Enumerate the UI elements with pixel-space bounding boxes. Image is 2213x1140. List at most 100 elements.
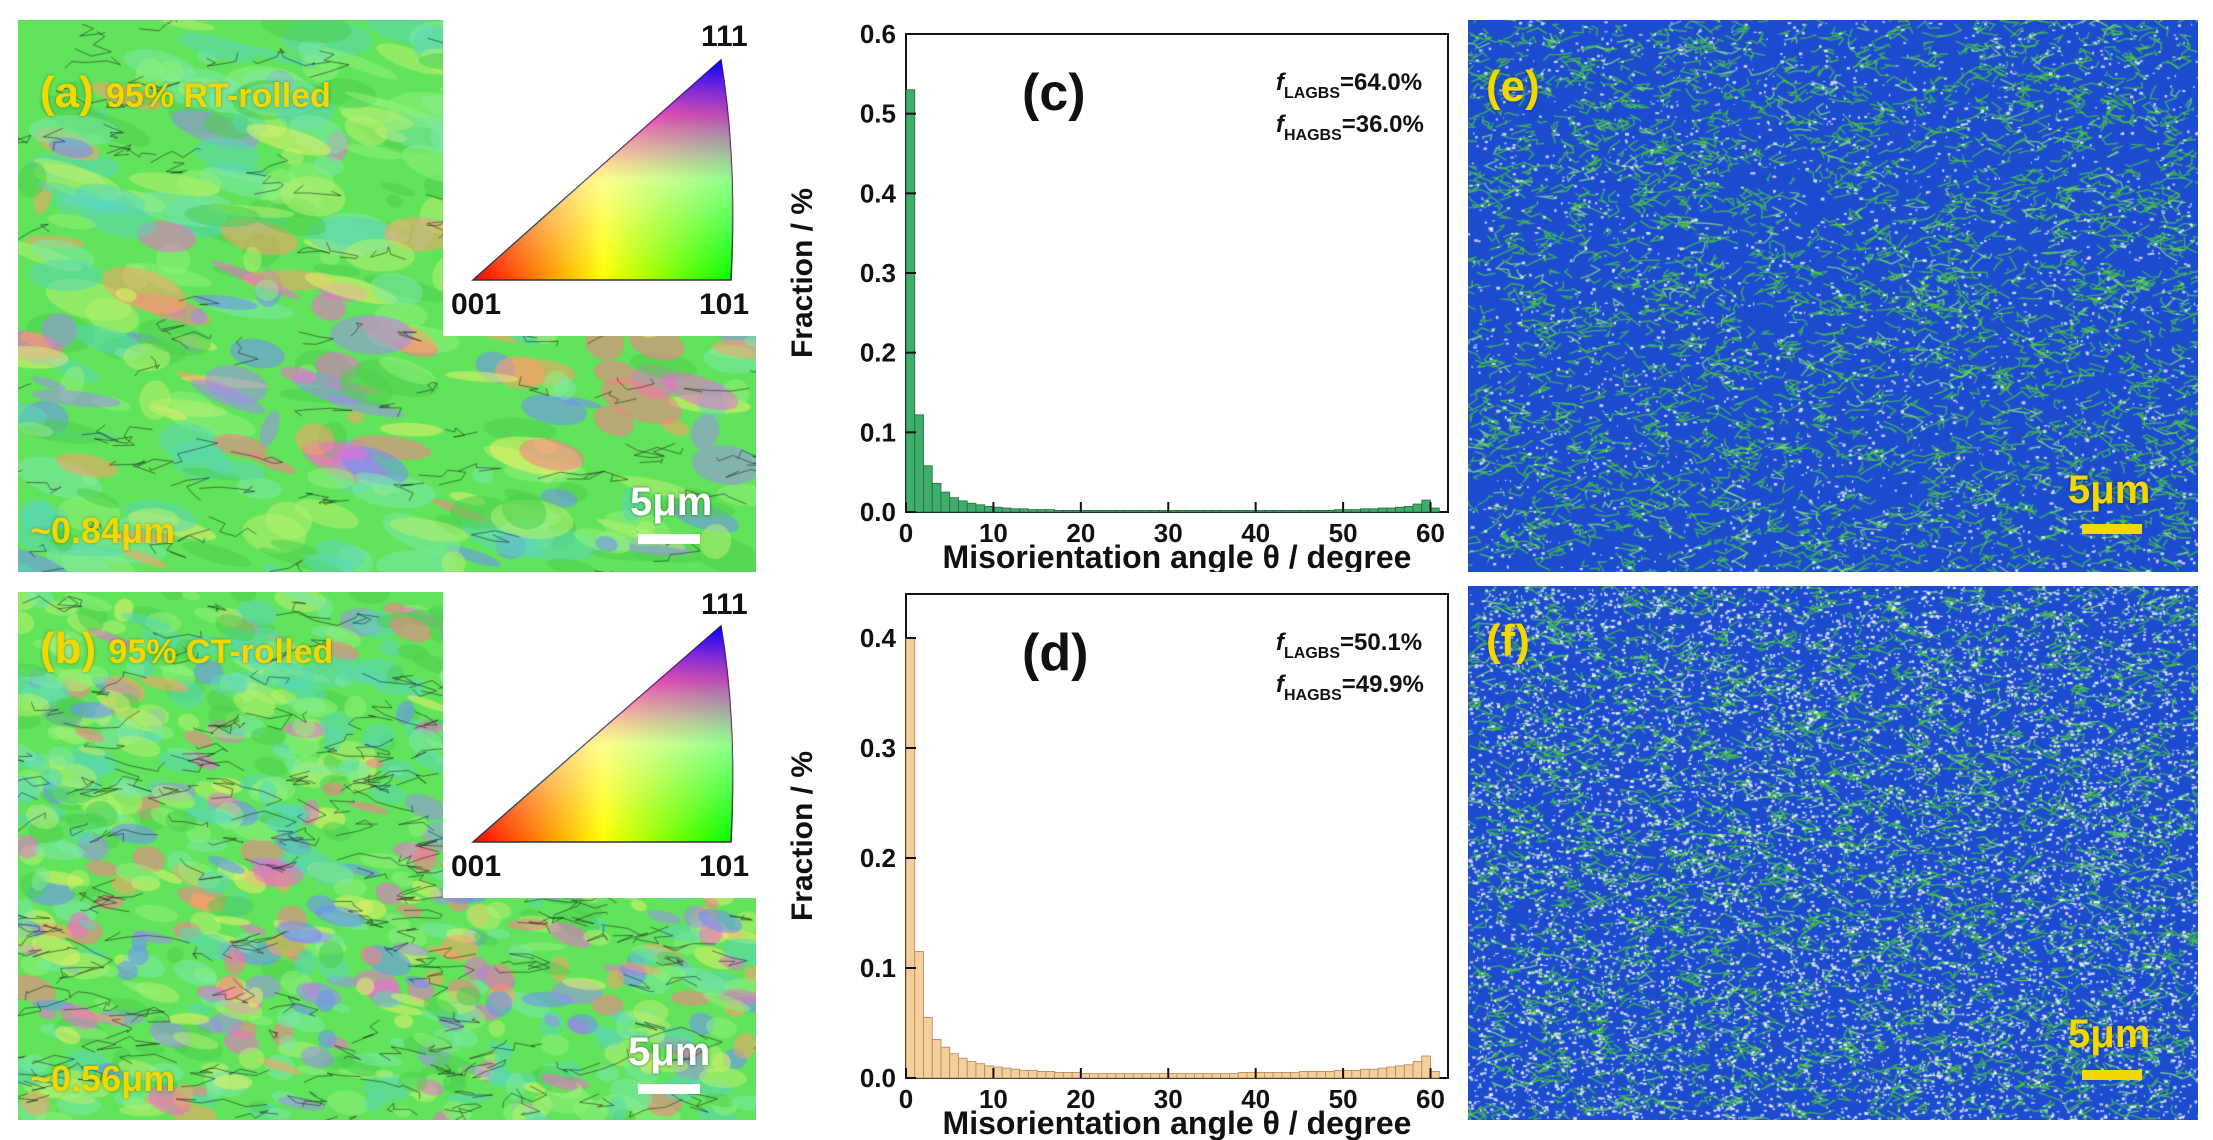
chart-c-ytick-label: 0.4 bbox=[860, 178, 897, 208]
ipf-label-111: 111 bbox=[701, 592, 748, 621]
chart-c-xlabel: Misorientation angle θ / degree bbox=[943, 539, 1412, 572]
chart-c-bar bbox=[1132, 510, 1143, 513]
chart-c-ytick-label: 0.5 bbox=[860, 99, 896, 129]
ipf-label-001: 001 bbox=[451, 288, 502, 321]
chart-d-bar bbox=[949, 1053, 959, 1079]
panel-a-condition: 95% RT-rolled bbox=[106, 77, 331, 115]
chart-c-ytick-label: 0.0 bbox=[860, 497, 896, 527]
panel-a-grain-size: ~0.84μm bbox=[30, 510, 176, 551]
chart-d-bar bbox=[1141, 1073, 1152, 1079]
chart-d-xtick-label: 30 bbox=[1154, 1084, 1183, 1114]
chart-d-bar bbox=[931, 1039, 942, 1079]
chart-c-bar bbox=[1159, 510, 1169, 513]
chart-c-bar bbox=[1298, 510, 1309, 513]
chart-c-ytick-label: 0.3 bbox=[860, 258, 896, 288]
chart-d-xtick-label: 60 bbox=[1416, 1084, 1445, 1114]
chart-d-bar bbox=[1167, 1073, 1178, 1079]
chart-c-bar bbox=[1027, 509, 1038, 513]
chart-d-bar bbox=[1237, 1072, 1248, 1079]
chart-c-bar bbox=[975, 504, 986, 513]
chart-c-bar bbox=[949, 497, 959, 513]
chart-c-bar bbox=[1202, 510, 1213, 513]
chart-d-bar bbox=[1264, 1072, 1274, 1079]
chart-d-annotation-lagbs: fLAGBS=50.1% bbox=[1276, 629, 1422, 662]
chart-d-bar bbox=[1430, 1070, 1440, 1079]
chart-d-bar bbox=[1062, 1072, 1073, 1079]
chart-c-bar bbox=[1421, 499, 1431, 513]
chart-c-bar bbox=[966, 502, 977, 513]
chart-d-bar bbox=[1071, 1072, 1082, 1079]
ipf-triangle-overlay-b bbox=[473, 626, 733, 842]
ipf-triangle-legend-a bbox=[471, 58, 734, 281]
chart-c-bar bbox=[1368, 508, 1379, 513]
panel-f-label: (f) bbox=[1486, 616, 1530, 665]
chart-c-bar bbox=[1115, 510, 1125, 513]
chart-d-bar bbox=[1202, 1073, 1213, 1079]
chart-c-ytick-label: 0.6 bbox=[860, 20, 896, 49]
chart-d-ytick-label: 0.4 bbox=[860, 623, 897, 653]
chart-c-bar bbox=[940, 491, 951, 513]
chart-c-bar bbox=[1062, 510, 1073, 513]
ipf-label-101: 101 bbox=[699, 850, 750, 883]
chart-d-bar bbox=[993, 1066, 1003, 1079]
kam-map-texture-e bbox=[1468, 20, 2198, 572]
chart-d-bar bbox=[1097, 1073, 1108, 1079]
chart-c-bar bbox=[1316, 510, 1327, 513]
chart-c-bar bbox=[1281, 510, 1292, 513]
chart-c-bar bbox=[958, 500, 968, 513]
panel-e-scale-bar-label: 5μm bbox=[2068, 468, 2151, 512]
ipf-label-001: 001 bbox=[451, 850, 502, 883]
ipf-legend-box-a: 111 001 101 bbox=[443, 20, 756, 336]
chart-c-annotation-lagbs: fLAGBS=64.0% bbox=[1276, 69, 1422, 102]
panel-a-ebsd-map: 111 001 101 (a) 95% RT-rolled ~0.84μm 5μ… bbox=[18, 20, 756, 572]
chart-c-misorientation-histogram: 0.00.10.20.30.40.50.6 0 10 20 30 40 50 60 (c) … bbox=[786, 20, 1449, 572]
chart-c-ylabel: Fraction / % bbox=[786, 188, 819, 358]
chart-d-bar bbox=[1010, 1068, 1021, 1079]
chart-d-bar bbox=[1185, 1073, 1195, 1079]
chart-c-plot-frame bbox=[905, 33, 1449, 513]
chart-c-xtick-label: 0 bbox=[899, 518, 913, 548]
panel-b-label: (b) bbox=[40, 624, 97, 673]
chart-c-bar bbox=[1307, 510, 1318, 513]
chart-d-bar bbox=[1360, 1068, 1370, 1079]
chart-c-bar bbox=[1194, 510, 1204, 513]
chart-d-bar bbox=[1001, 1067, 1012, 1079]
panel-e-label: (e) bbox=[1486, 62, 1540, 111]
chart-c-bar bbox=[1010, 508, 1021, 513]
chart-d-bar bbox=[1132, 1073, 1143, 1079]
chart-c-bar bbox=[1036, 509, 1047, 513]
chart-c-bar bbox=[1001, 507, 1012, 513]
chart-c-panel-label: (c) bbox=[1022, 64, 1086, 122]
chart-d-bar bbox=[1325, 1070, 1335, 1079]
chart-d-bar bbox=[1220, 1073, 1230, 1079]
chart-d-ytick-label: 0.0 bbox=[860, 1063, 896, 1093]
chart-d-bar bbox=[1229, 1073, 1239, 1079]
chart-c-bar bbox=[1229, 510, 1239, 513]
chart-c-bar bbox=[1019, 508, 1029, 513]
chart-c-bar bbox=[984, 506, 994, 513]
chart-d-ytick-label: 0.2 bbox=[860, 843, 896, 873]
chart-c-bar bbox=[1080, 510, 1090, 513]
chart-c-bar bbox=[1150, 510, 1160, 513]
chart-c-ytick-label: 0.1 bbox=[860, 417, 896, 447]
chart-d-bar bbox=[1246, 1072, 1257, 1079]
chart-c-xtick-label: 20 bbox=[1066, 518, 1095, 548]
chart-d-bar bbox=[1368, 1068, 1379, 1079]
chart-d-bar bbox=[1176, 1073, 1187, 1079]
ipf-triangle-legend-b bbox=[470, 624, 734, 843]
chart-d-bar bbox=[1159, 1073, 1169, 1079]
chart-c-bar bbox=[1054, 510, 1064, 513]
chart-d-xtick-label: 0 bbox=[899, 1084, 913, 1114]
chart-c-bar bbox=[1246, 510, 1257, 513]
chart-d-bar bbox=[1421, 1055, 1431, 1079]
chart-c-bar bbox=[905, 89, 916, 513]
panel-e-scale-bar bbox=[2082, 524, 2142, 534]
chart-c-xtick-label: 10 bbox=[979, 518, 1008, 548]
chart-c-bar bbox=[1124, 510, 1134, 513]
chart-d-bar bbox=[1412, 1061, 1423, 1079]
chart-c-bar bbox=[1325, 510, 1335, 513]
chart-c-bar bbox=[1377, 507, 1388, 513]
chart-c-bar bbox=[1264, 510, 1274, 513]
panel-b-scale-bar bbox=[638, 1084, 700, 1094]
ipf-legend-box-b: 111 001 101 bbox=[443, 592, 756, 898]
